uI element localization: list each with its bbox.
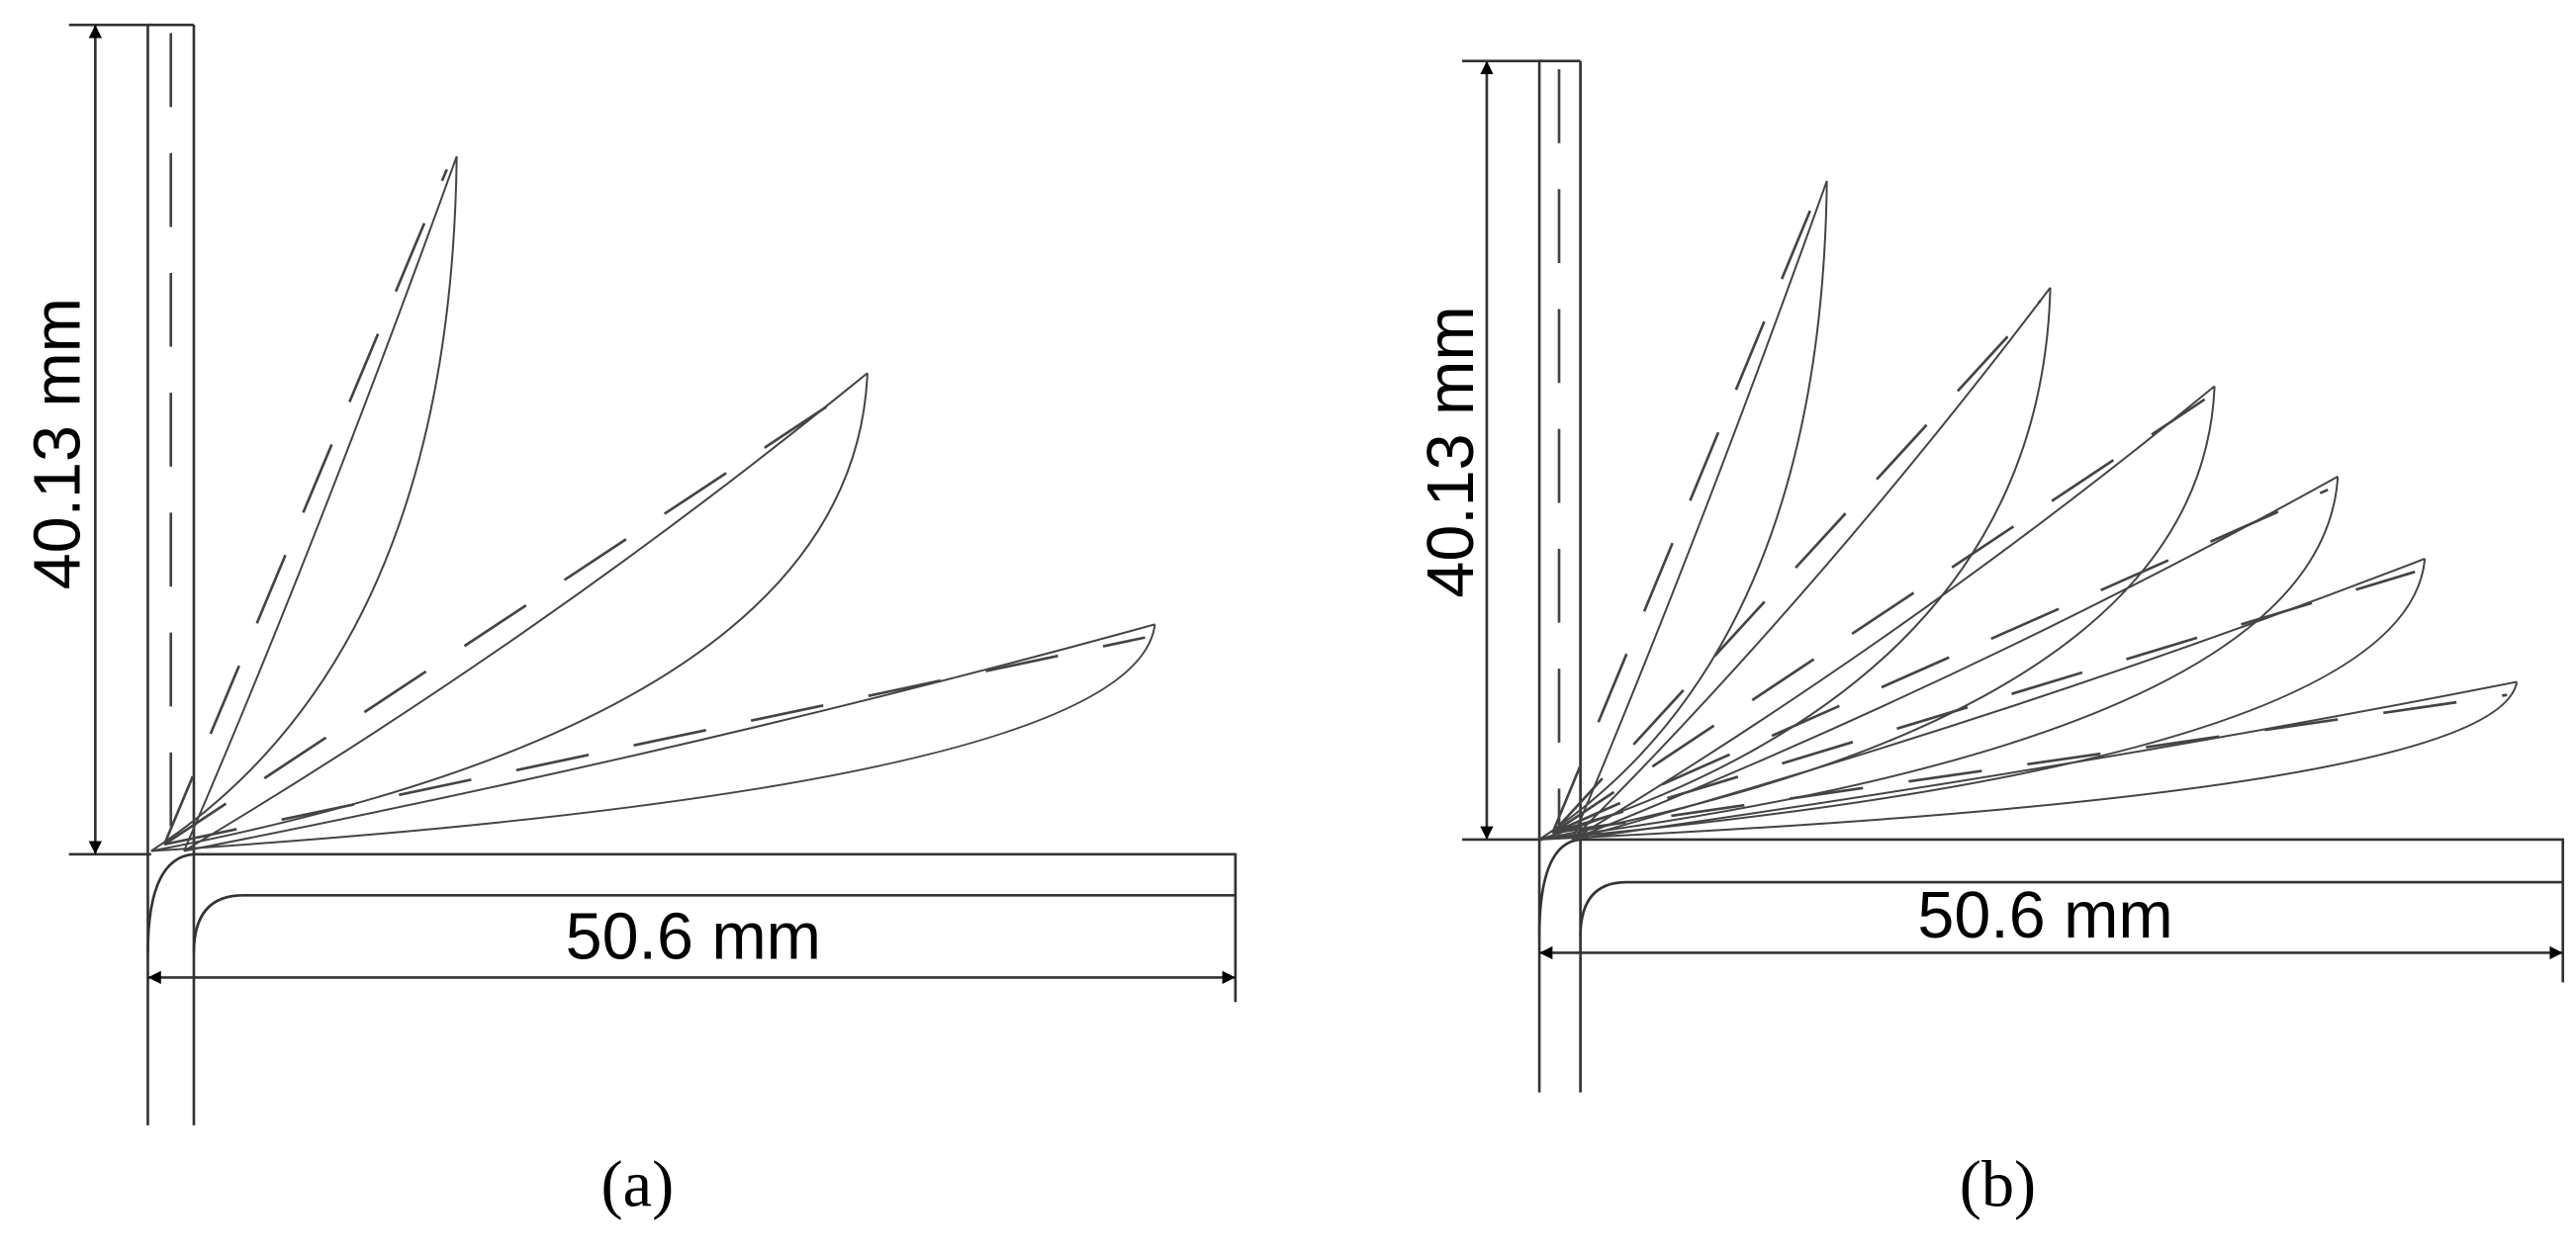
beam-edge [1538,287,2052,841]
horizontal-strip [146,852,1238,1003]
beam-edge [1571,476,2339,841]
height-label: 40.13 mm [1415,306,1488,597]
caption: (a) [601,1149,675,1221]
beam-edge [1538,386,2216,841]
beam-centerline [162,168,448,846]
beam-edge [1571,180,1828,841]
deflection-curves [1538,180,2519,841]
beam-edge [183,155,458,851]
beam-edge [150,624,1156,852]
deflection-curves [150,155,1156,852]
beam-edge [1572,680,2518,841]
extension-lines [68,23,151,856]
beam-edge [183,372,869,852]
height-label: 40.13 mm [22,298,95,589]
panel-b: 40.13 mm 50.6 mm (b) [1415,59,2565,1221]
width-label: 50.6 mm [566,900,821,973]
beam-edge [183,623,1155,852]
beam-edge [1538,558,2427,841]
beam-centerline [163,385,859,846]
horizontal-strip [1537,838,2565,983]
beam-edge [150,156,458,852]
beam-centerline [163,636,1146,847]
beam-edge [1571,287,2052,841]
beam-centerline [1551,398,2206,835]
beam-edge [1571,385,2216,841]
beam-centerline [1551,570,2416,835]
beam-edge [150,373,869,852]
width-label: 50.6 mm [1917,879,2172,952]
beam-edge [1572,557,2426,841]
beam-edge [1539,681,2519,841]
extension-lines [1462,59,1543,842]
beam-centerline [1551,300,2042,835]
beam-centerline [1551,488,2329,835]
beam-centerline [1552,693,2508,835]
panel-a: 40.13 mm 50.6 mm (a) [22,23,1238,1221]
beam-edge [1538,180,1828,841]
beam-edge [1538,476,2340,841]
caption: (b) [1960,1149,2036,1221]
